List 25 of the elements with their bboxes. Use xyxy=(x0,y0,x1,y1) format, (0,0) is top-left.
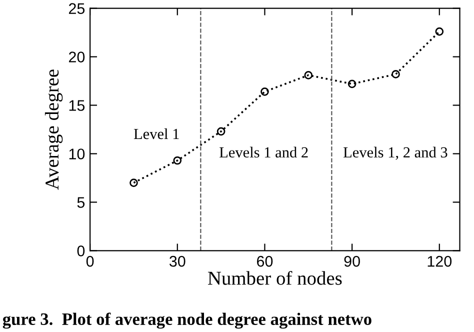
point xyxy=(392,70,400,78)
point xyxy=(173,156,182,165)
x-axis-title: Number of nodes xyxy=(208,270,342,285)
x-tick-label: 30 xyxy=(169,256,186,267)
point xyxy=(216,127,226,136)
text: gure 3. Plot of average node degree against netwo xyxy=(2,312,372,329)
y-tick-label: 25 xyxy=(68,3,85,14)
point xyxy=(260,88,269,96)
y-tick-label: 15 xyxy=(69,100,85,111)
point xyxy=(304,71,313,80)
x-tick-label: 60 xyxy=(257,256,273,267)
point xyxy=(435,27,444,36)
y-axis-title: Average degree xyxy=(44,70,63,190)
annotation: Levels 1, 2 and 3 xyxy=(343,146,448,160)
y-tick-label: 0 xyxy=(77,246,85,256)
annotation: Level 1 xyxy=(134,128,179,140)
x-tick-label: 90 xyxy=(344,256,360,267)
point xyxy=(348,80,356,88)
point xyxy=(130,178,138,187)
y-tick-label: 10 xyxy=(69,148,85,160)
annotation: Levels 1 and 2 xyxy=(220,146,308,158)
x-tick-label: 0 xyxy=(86,256,94,267)
x-tick-label: 120 xyxy=(428,256,452,267)
y-tick-label: 5 xyxy=(77,197,85,208)
y-tick-label: 20 xyxy=(68,52,85,62)
